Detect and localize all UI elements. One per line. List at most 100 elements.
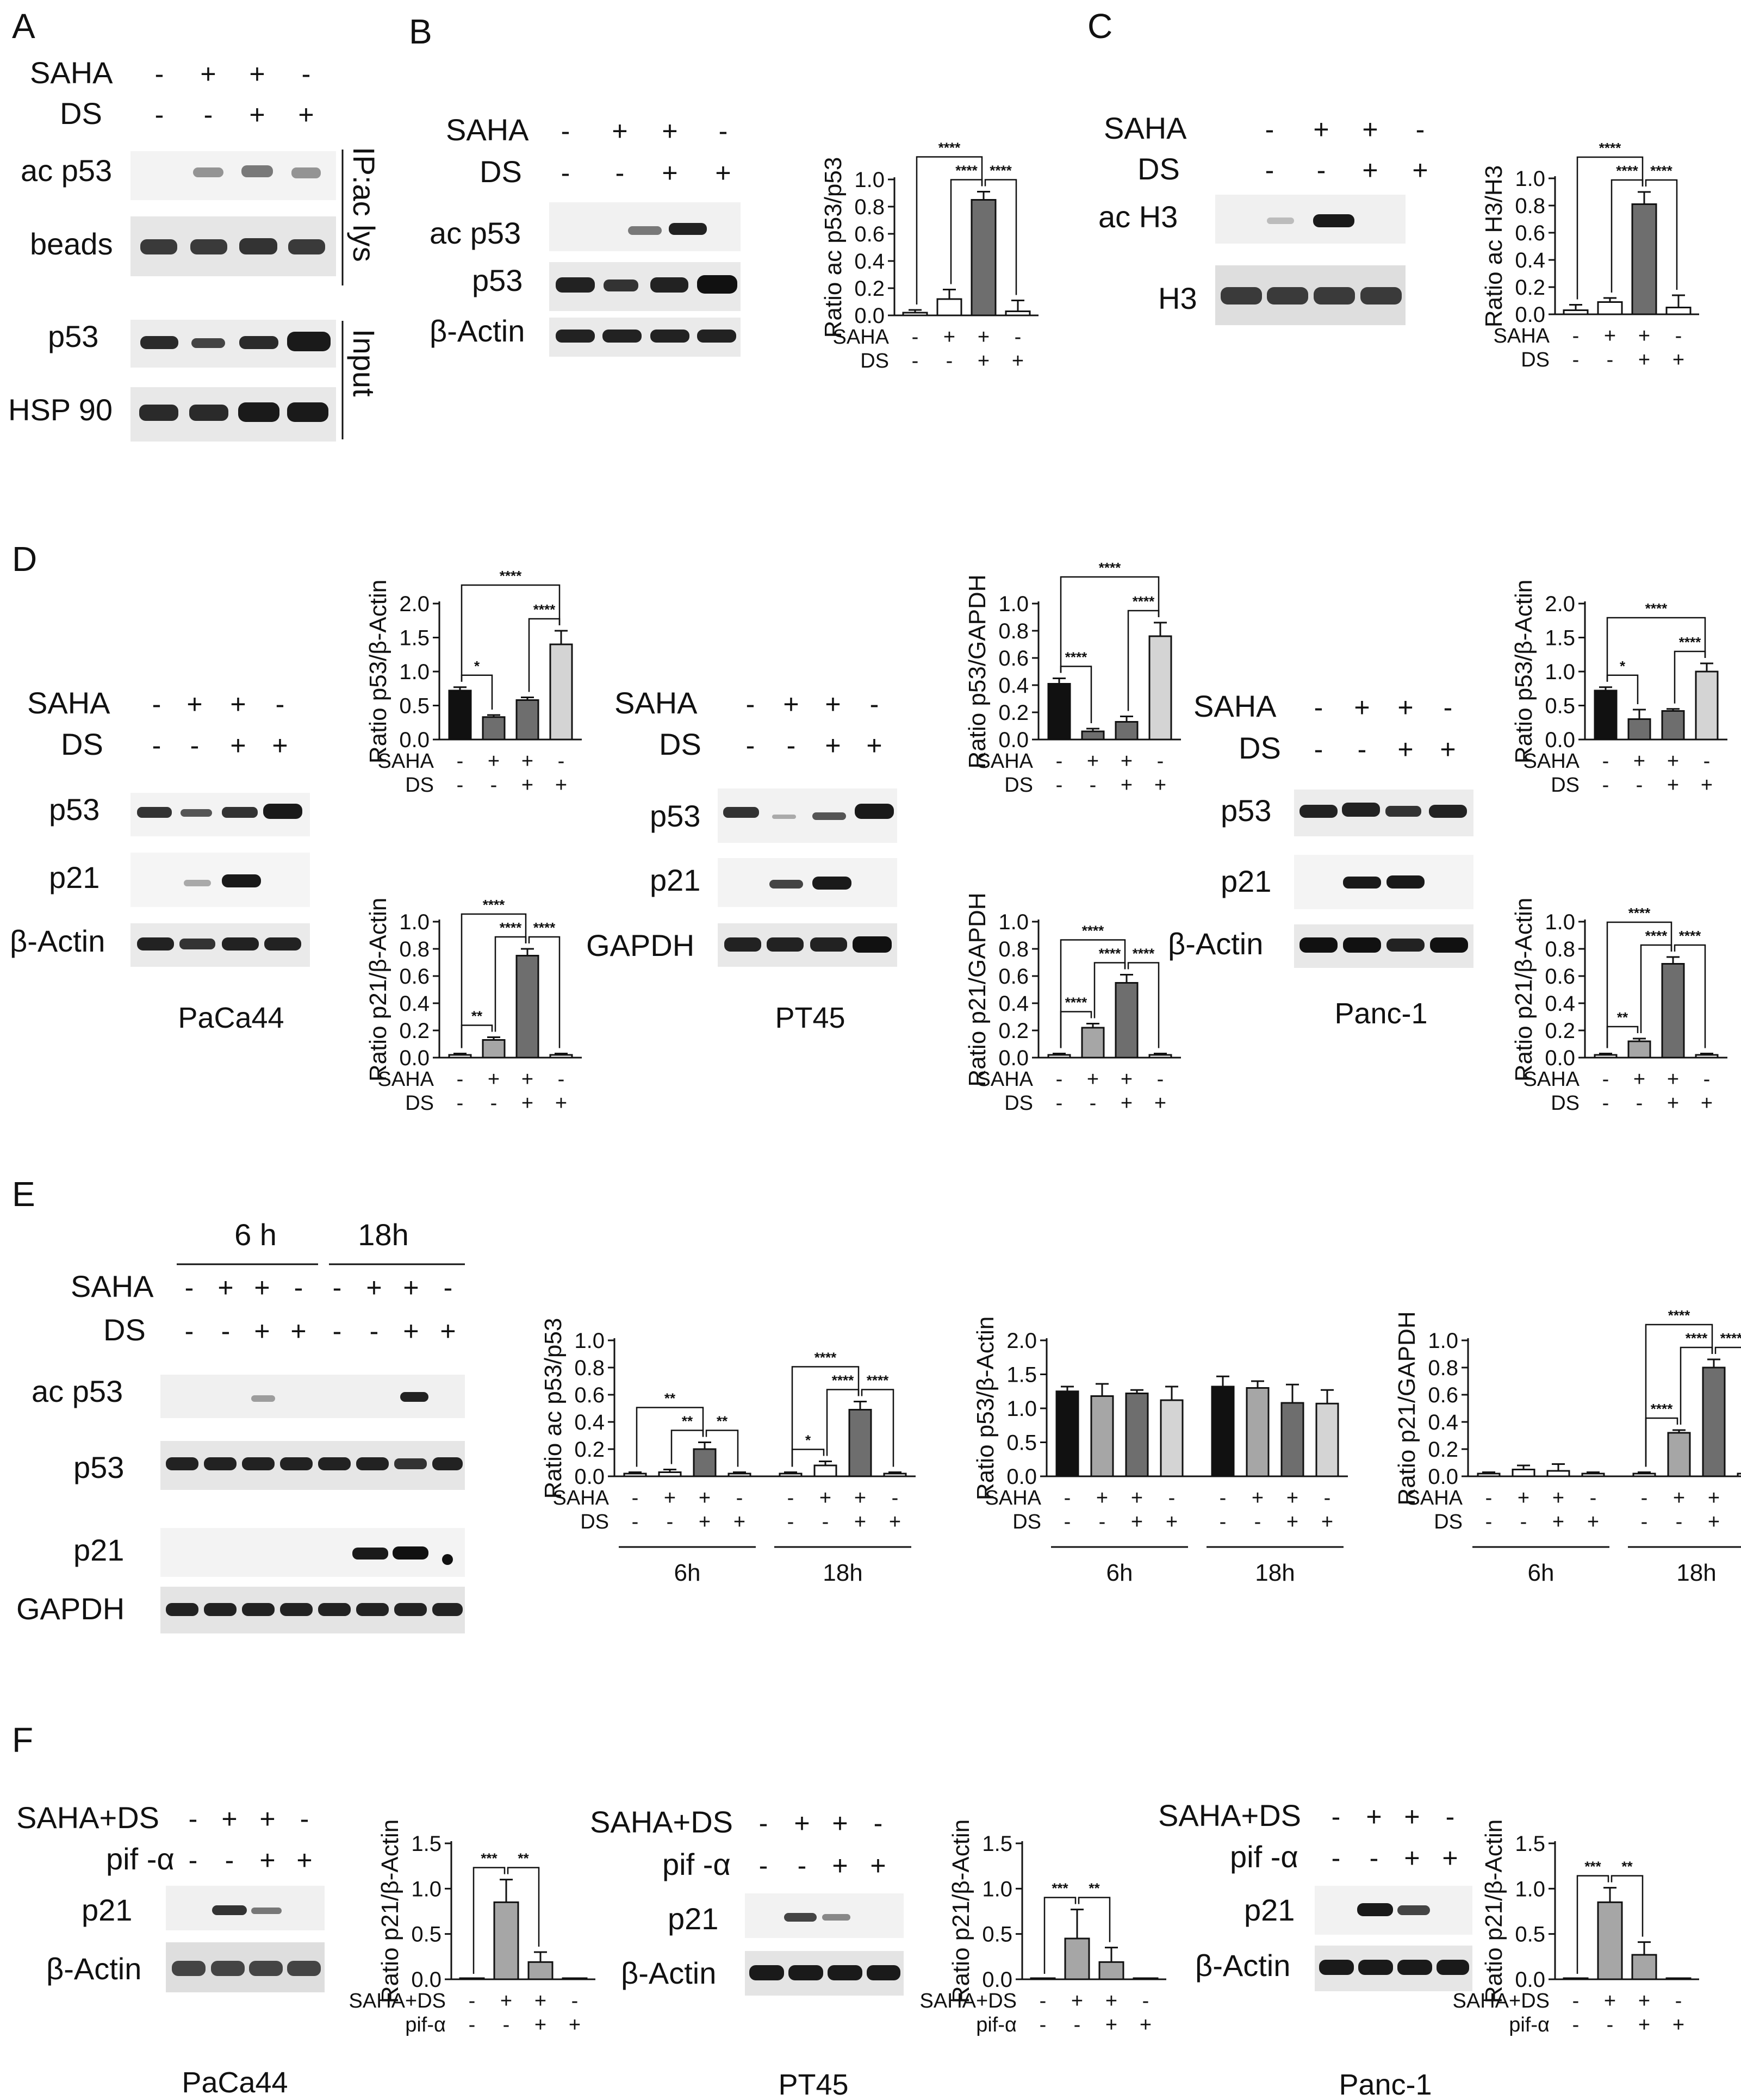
band (280, 1457, 313, 1470)
sign: + (866, 730, 882, 761)
panel-label-c: C (1087, 7, 1112, 46)
group-label: 18h (1676, 1560, 1716, 1586)
significance-label: **** (1679, 634, 1701, 650)
bar (459, 1977, 485, 1980)
significance-label: **** (938, 140, 961, 156)
sign: - (1332, 1843, 1341, 1873)
bar (1030, 1977, 1056, 1980)
band (1437, 1960, 1469, 1975)
x-sign: + (1121, 750, 1133, 773)
significance-bracket (507, 1867, 540, 1947)
sign: + (1404, 1843, 1420, 1873)
significance-label: **** (1133, 946, 1155, 962)
band (1397, 1905, 1430, 1915)
time-label-6h: 6 h (234, 1217, 277, 1252)
y-axis-label: Ratio p53/β-Actin (1510, 580, 1537, 763)
significance-bracket (461, 674, 493, 710)
x-sign: + (1105, 1990, 1117, 2012)
band-label-h3: H3 (1158, 281, 1197, 315)
bar (623, 1473, 647, 1477)
x-condition-label: SAHA (1407, 1487, 1463, 1509)
significance-label: **** (500, 568, 522, 584)
bar (902, 312, 928, 316)
bar (1665, 1977, 1692, 1980)
significance-label: **** (500, 919, 522, 936)
band-label-p21: p21 (650, 863, 700, 897)
bar (1661, 963, 1685, 1059)
significance-bracket (461, 913, 527, 1048)
x-sign: - (1056, 774, 1063, 797)
bar (1631, 1954, 1657, 1980)
bar (813, 1464, 837, 1477)
band (853, 936, 892, 953)
x-sign: + (521, 1068, 533, 1091)
band (1319, 1960, 1354, 1975)
y-axis-label: Ratio p21/β-Actin (365, 898, 391, 1082)
x-condition-label: SAHA (985, 1487, 1042, 1509)
x-sign: - (1157, 750, 1164, 773)
x-condition-label: DS (860, 350, 889, 372)
blot-panel-f-panc1: SAHA+DS pif -α - + + - - - + + p21 β-Act… (1158, 1798, 1472, 2100)
x-sign: + (889, 1511, 901, 1533)
significance-bracket (670, 1430, 704, 1464)
y-tick-label: 0.2 (574, 1438, 605, 1462)
significance-bracket (1606, 1026, 1639, 1048)
y-axis-label: Ratio p21/β-Actin (1481, 1819, 1507, 2003)
significance-label: **** (814, 1350, 837, 1366)
significance-label: ** (664, 1390, 676, 1407)
y-axis-label: Ratio p21/β-Actin (377, 1819, 403, 2003)
x-sign: + (1096, 1487, 1108, 1509)
sign: + (1397, 692, 1413, 723)
x-sign: - (1220, 1487, 1227, 1509)
band-label-hsp90: HSP 90 (8, 393, 113, 427)
significance-bracket (1680, 1346, 1713, 1425)
x-sign: + (1552, 1487, 1564, 1509)
y-tick-label: 1.0 (998, 910, 1029, 934)
band-label-p53: p53 (73, 1450, 124, 1484)
significance-bracket (472, 1867, 506, 1974)
x-condition-label: SAHA (977, 750, 1034, 773)
significance-label: **** (832, 1372, 854, 1389)
band (291, 167, 321, 178)
x-sign: + (1321, 1511, 1333, 1533)
y-tick-label: 0.6 (854, 222, 885, 246)
x-sign: - (787, 1487, 794, 1509)
sign: - (719, 116, 728, 146)
row-label-ds: DS (1239, 731, 1281, 765)
y-tick-label: 0.6 (998, 647, 1029, 670)
cell-line-label: PT45 (778, 2068, 848, 2100)
bar (1627, 718, 1651, 741)
x-sign: - (1602, 750, 1609, 773)
x-sign: + (1672, 2014, 1684, 2036)
blot-panel-c: SAHA DS - + + - - - + + ac H3 H3 (1098, 111, 1428, 325)
band (166, 1603, 198, 1616)
row-label-ds: DS (659, 727, 701, 761)
band (810, 937, 847, 952)
band (1397, 1960, 1432, 1975)
x-sign: - (1040, 2014, 1047, 2036)
band (724, 937, 761, 952)
y-tick-label: 0.0 (399, 1046, 430, 1070)
band (1299, 805, 1338, 818)
significance-bracket (1078, 1897, 1111, 1942)
y-tick-label: 0.4 (1515, 248, 1545, 272)
sign: + (1366, 1801, 1382, 1832)
sign: + (296, 1845, 312, 1875)
band (556, 330, 595, 343)
x-condition-label: SAHA (1494, 325, 1550, 347)
x-sign: + (1121, 1092, 1133, 1115)
x-condition-label: SAHA (977, 1068, 1034, 1091)
blot-panel-d-pt45: SAHA DS - + + - - - + + p53 p21 GAPDH PT… (586, 686, 897, 1034)
band (432, 1457, 463, 1470)
x-sign: + (534, 2014, 546, 2036)
bar (936, 298, 962, 316)
bar (482, 716, 506, 741)
x-sign: + (943, 326, 955, 349)
significance-bracket (494, 936, 527, 1032)
x-condition-label: SAHA+DS (920, 1990, 1017, 2012)
band (204, 1603, 237, 1616)
significance-label: **** (483, 897, 505, 913)
x-sign: + (555, 1092, 567, 1115)
x-sign: + (1708, 1487, 1720, 1509)
